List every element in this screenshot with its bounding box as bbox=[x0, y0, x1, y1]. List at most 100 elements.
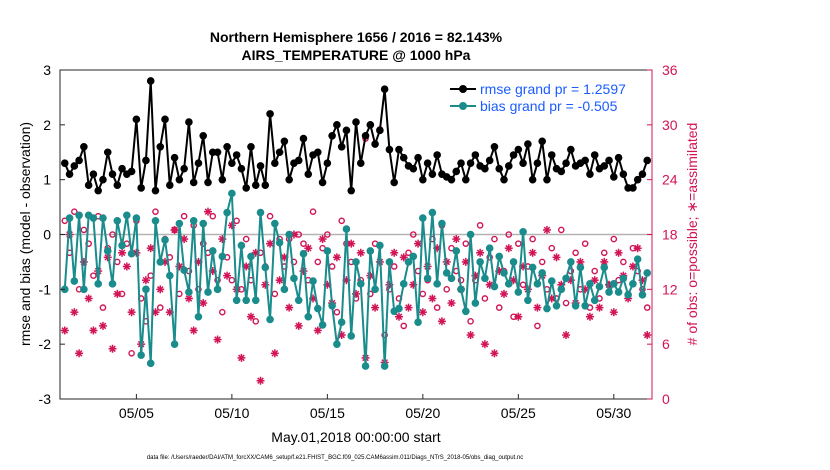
x-tick-label: 05/05 bbox=[119, 405, 154, 421]
right-y-axis: 0 6 12 18 24 30 36 bbox=[647, 62, 678, 407]
obs-assimilated-marker bbox=[118, 248, 127, 257]
bias-data-point bbox=[151, 216, 160, 225]
bias-data-point bbox=[208, 247, 217, 255]
rmse-data-point bbox=[619, 170, 628, 178]
rmse-data-point bbox=[223, 142, 231, 151]
right-y-tick-label: 6 bbox=[662, 336, 670, 352]
rmse-data-point bbox=[232, 151, 241, 159]
obs-assimilated-marker bbox=[146, 244, 155, 253]
obs-assimilated-marker bbox=[304, 244, 313, 253]
rmse-data-point bbox=[352, 118, 360, 126]
rmse-data-point bbox=[581, 156, 589, 165]
obs-assimilated-marker bbox=[514, 312, 523, 321]
bias-data-point bbox=[223, 208, 231, 217]
bias-data-point bbox=[509, 258, 518, 266]
bias-data-point bbox=[156, 258, 165, 266]
obs-possible-marker bbox=[156, 304, 164, 311]
bias-data-point bbox=[194, 312, 203, 321]
rmse-data-point bbox=[423, 159, 432, 168]
rmse-data-point bbox=[204, 178, 212, 187]
bias-data-point bbox=[371, 285, 379, 294]
obs-possible-marker bbox=[538, 258, 546, 266]
rmse-data-point bbox=[528, 175, 537, 184]
obs-assimilated-marker bbox=[428, 294, 437, 303]
bias-data-point bbox=[447, 274, 456, 283]
obs-assimilated-marker bbox=[585, 312, 594, 321]
obs-possible-marker bbox=[557, 226, 565, 234]
bias-data-point bbox=[242, 296, 250, 305]
bias-data-point bbox=[137, 351, 145, 359]
obs-possible-marker bbox=[467, 318, 474, 325]
bias-data-point bbox=[481, 274, 489, 283]
rmse-data-point bbox=[605, 156, 613, 165]
obs-assimilated-marker bbox=[246, 312, 255, 321]
bias-data-point bbox=[337, 318, 346, 327]
bias-data-point bbox=[142, 285, 150, 294]
obs-possible-marker bbox=[481, 295, 489, 302]
bias-data-point bbox=[576, 263, 585, 272]
bias-data-point bbox=[333, 340, 341, 348]
obs-possible-marker bbox=[495, 304, 503, 311]
right-y-tick-label: 12 bbox=[662, 281, 678, 297]
rmse-data-point bbox=[318, 178, 327, 187]
rmse-data-point bbox=[509, 151, 518, 159]
rmse-data-point bbox=[194, 159, 203, 168]
bias-data-point bbox=[595, 282, 604, 291]
bias-data-point bbox=[590, 296, 599, 305]
rmse-data-point bbox=[247, 142, 255, 151]
obs-possible-marker bbox=[381, 331, 388, 339]
obs-possible-marker bbox=[195, 286, 202, 293]
chart-title-line2: AIRS_TEMPERATURE @ 1000 hPa bbox=[242, 47, 471, 63]
rmse-data-point bbox=[137, 184, 145, 192]
obs-possible-marker bbox=[71, 208, 78, 215]
rmse-data-point bbox=[261, 181, 270, 189]
rmse-data-point bbox=[557, 167, 566, 176]
obs-assimilated-marker bbox=[394, 312, 403, 321]
bias-data-point bbox=[366, 247, 375, 255]
rmse-data-point bbox=[538, 137, 546, 146]
obs-possible-marker bbox=[228, 276, 236, 284]
bias-data-point bbox=[261, 263, 270, 272]
obs-possible-marker bbox=[152, 208, 159, 215]
bias-data-point bbox=[633, 255, 642, 263]
rmse-data-point bbox=[80, 142, 88, 151]
rmse-data-point bbox=[366, 121, 375, 129]
rmse-data-point bbox=[452, 167, 461, 176]
obs-possible-marker bbox=[591, 267, 599, 275]
rmse-data-point bbox=[337, 142, 346, 151]
obs-assimilated-marker bbox=[318, 235, 327, 244]
rmse-data-point bbox=[462, 175, 470, 184]
bias-data-point bbox=[189, 216, 198, 225]
rmse-data-point bbox=[490, 142, 499, 151]
rmse-data-point bbox=[447, 175, 456, 184]
left-y-tick-label: 3 bbox=[43, 62, 51, 78]
rmse-data-point bbox=[99, 175, 107, 184]
obs-assimilated-marker bbox=[213, 335, 222, 344]
obs-possible-marker bbox=[400, 322, 408, 330]
rmse-data-point bbox=[251, 181, 260, 189]
obs-assimilated-marker bbox=[504, 244, 513, 253]
obs-possible-marker bbox=[324, 231, 331, 238]
left-y-tick-label: 0 bbox=[43, 227, 51, 243]
bias-data-point bbox=[314, 304, 322, 313]
bias-data-point bbox=[395, 304, 403, 313]
rmse-data-point bbox=[228, 159, 236, 168]
obs-possible-marker bbox=[390, 263, 398, 270]
obs-possible-marker bbox=[562, 299, 570, 307]
obs-possible-marker bbox=[80, 226, 88, 234]
right-y-axis-label: # of obs: o=possible; ∗=assimilated bbox=[684, 123, 700, 346]
bias-data-point bbox=[352, 258, 360, 266]
rmse-data-point bbox=[395, 145, 403, 154]
obs-possible-marker bbox=[90, 272, 97, 279]
bias-data-point bbox=[643, 269, 652, 277]
bias-data-point bbox=[127, 249, 136, 258]
legend-bias-label: bias grand pr = -0.505 bbox=[480, 98, 618, 114]
legend-bias-marker bbox=[459, 102, 467, 110]
rmse-data-point bbox=[237, 164, 246, 173]
obs-possible-marker bbox=[219, 308, 226, 316]
rmse-data-point bbox=[471, 151, 480, 159]
bias-data-point bbox=[75, 211, 83, 220]
obs-assimilated-marker bbox=[595, 303, 604, 312]
rmse-data-point bbox=[60, 159, 69, 168]
